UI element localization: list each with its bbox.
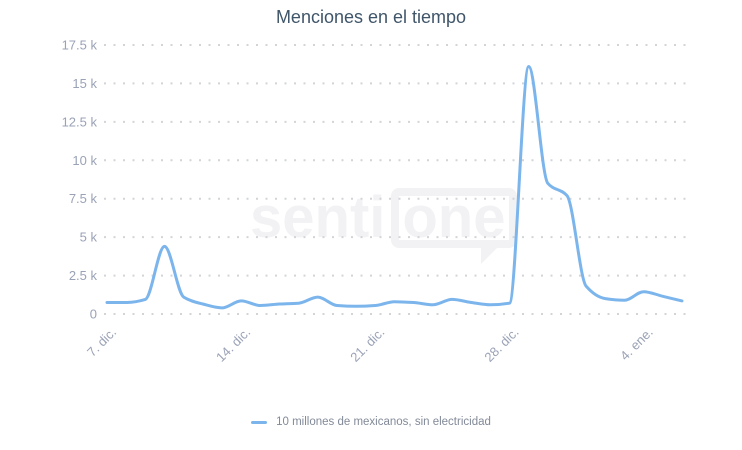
legend-line-marker-icon — [251, 420, 268, 424]
x-axis-label: 21. dic. — [347, 325, 387, 365]
watermark-senti-text: senti — [250, 185, 386, 250]
x-axis-label: 14. dic. — [213, 325, 253, 365]
y-axis-label: 2.5 k — [69, 268, 98, 283]
series-line — [105, 65, 684, 310]
y-axis-label: 7.5 k — [69, 191, 98, 206]
y-axis-label: 17.5 k — [62, 38, 98, 53]
y-axis-label: 12.5 k — [62, 114, 98, 129]
y-axis-label: 10 k — [72, 153, 97, 168]
y-axis-label: 0 — [90, 307, 97, 322]
legend-item[interactable]: 10 millones de mexicanos, sin electricid… — [251, 416, 491, 428]
plot-area: 17.5 k 15 k 12.5 k 10 k 7.5 k 5 k 2.5 k 0 7. dic… — [62, 38, 688, 365]
y-axis-label: 15 k — [72, 76, 97, 91]
sentione-watermark: senti one — [250, 184, 517, 265]
x-axis-label: 7. dic. — [84, 325, 119, 360]
legend-label: 10 millones de mexicanos, sin electricid… — [276, 416, 491, 428]
x-axis-label: 4. ene. — [617, 325, 656, 364]
y-axis-label: 5 k — [80, 230, 98, 245]
watermark-speech-bubble: one — [391, 185, 517, 265]
watermark-one-text: one — [402, 185, 506, 250]
chart-title: Menciones en el tiempo — [275, 7, 467, 27]
legend: 10 millones de mexicanos, sin electricid… — [0, 416, 742, 428]
watermark-bubble-tail-icon — [480, 248, 497, 265]
x-axis-label: 28. dic. — [481, 325, 521, 365]
